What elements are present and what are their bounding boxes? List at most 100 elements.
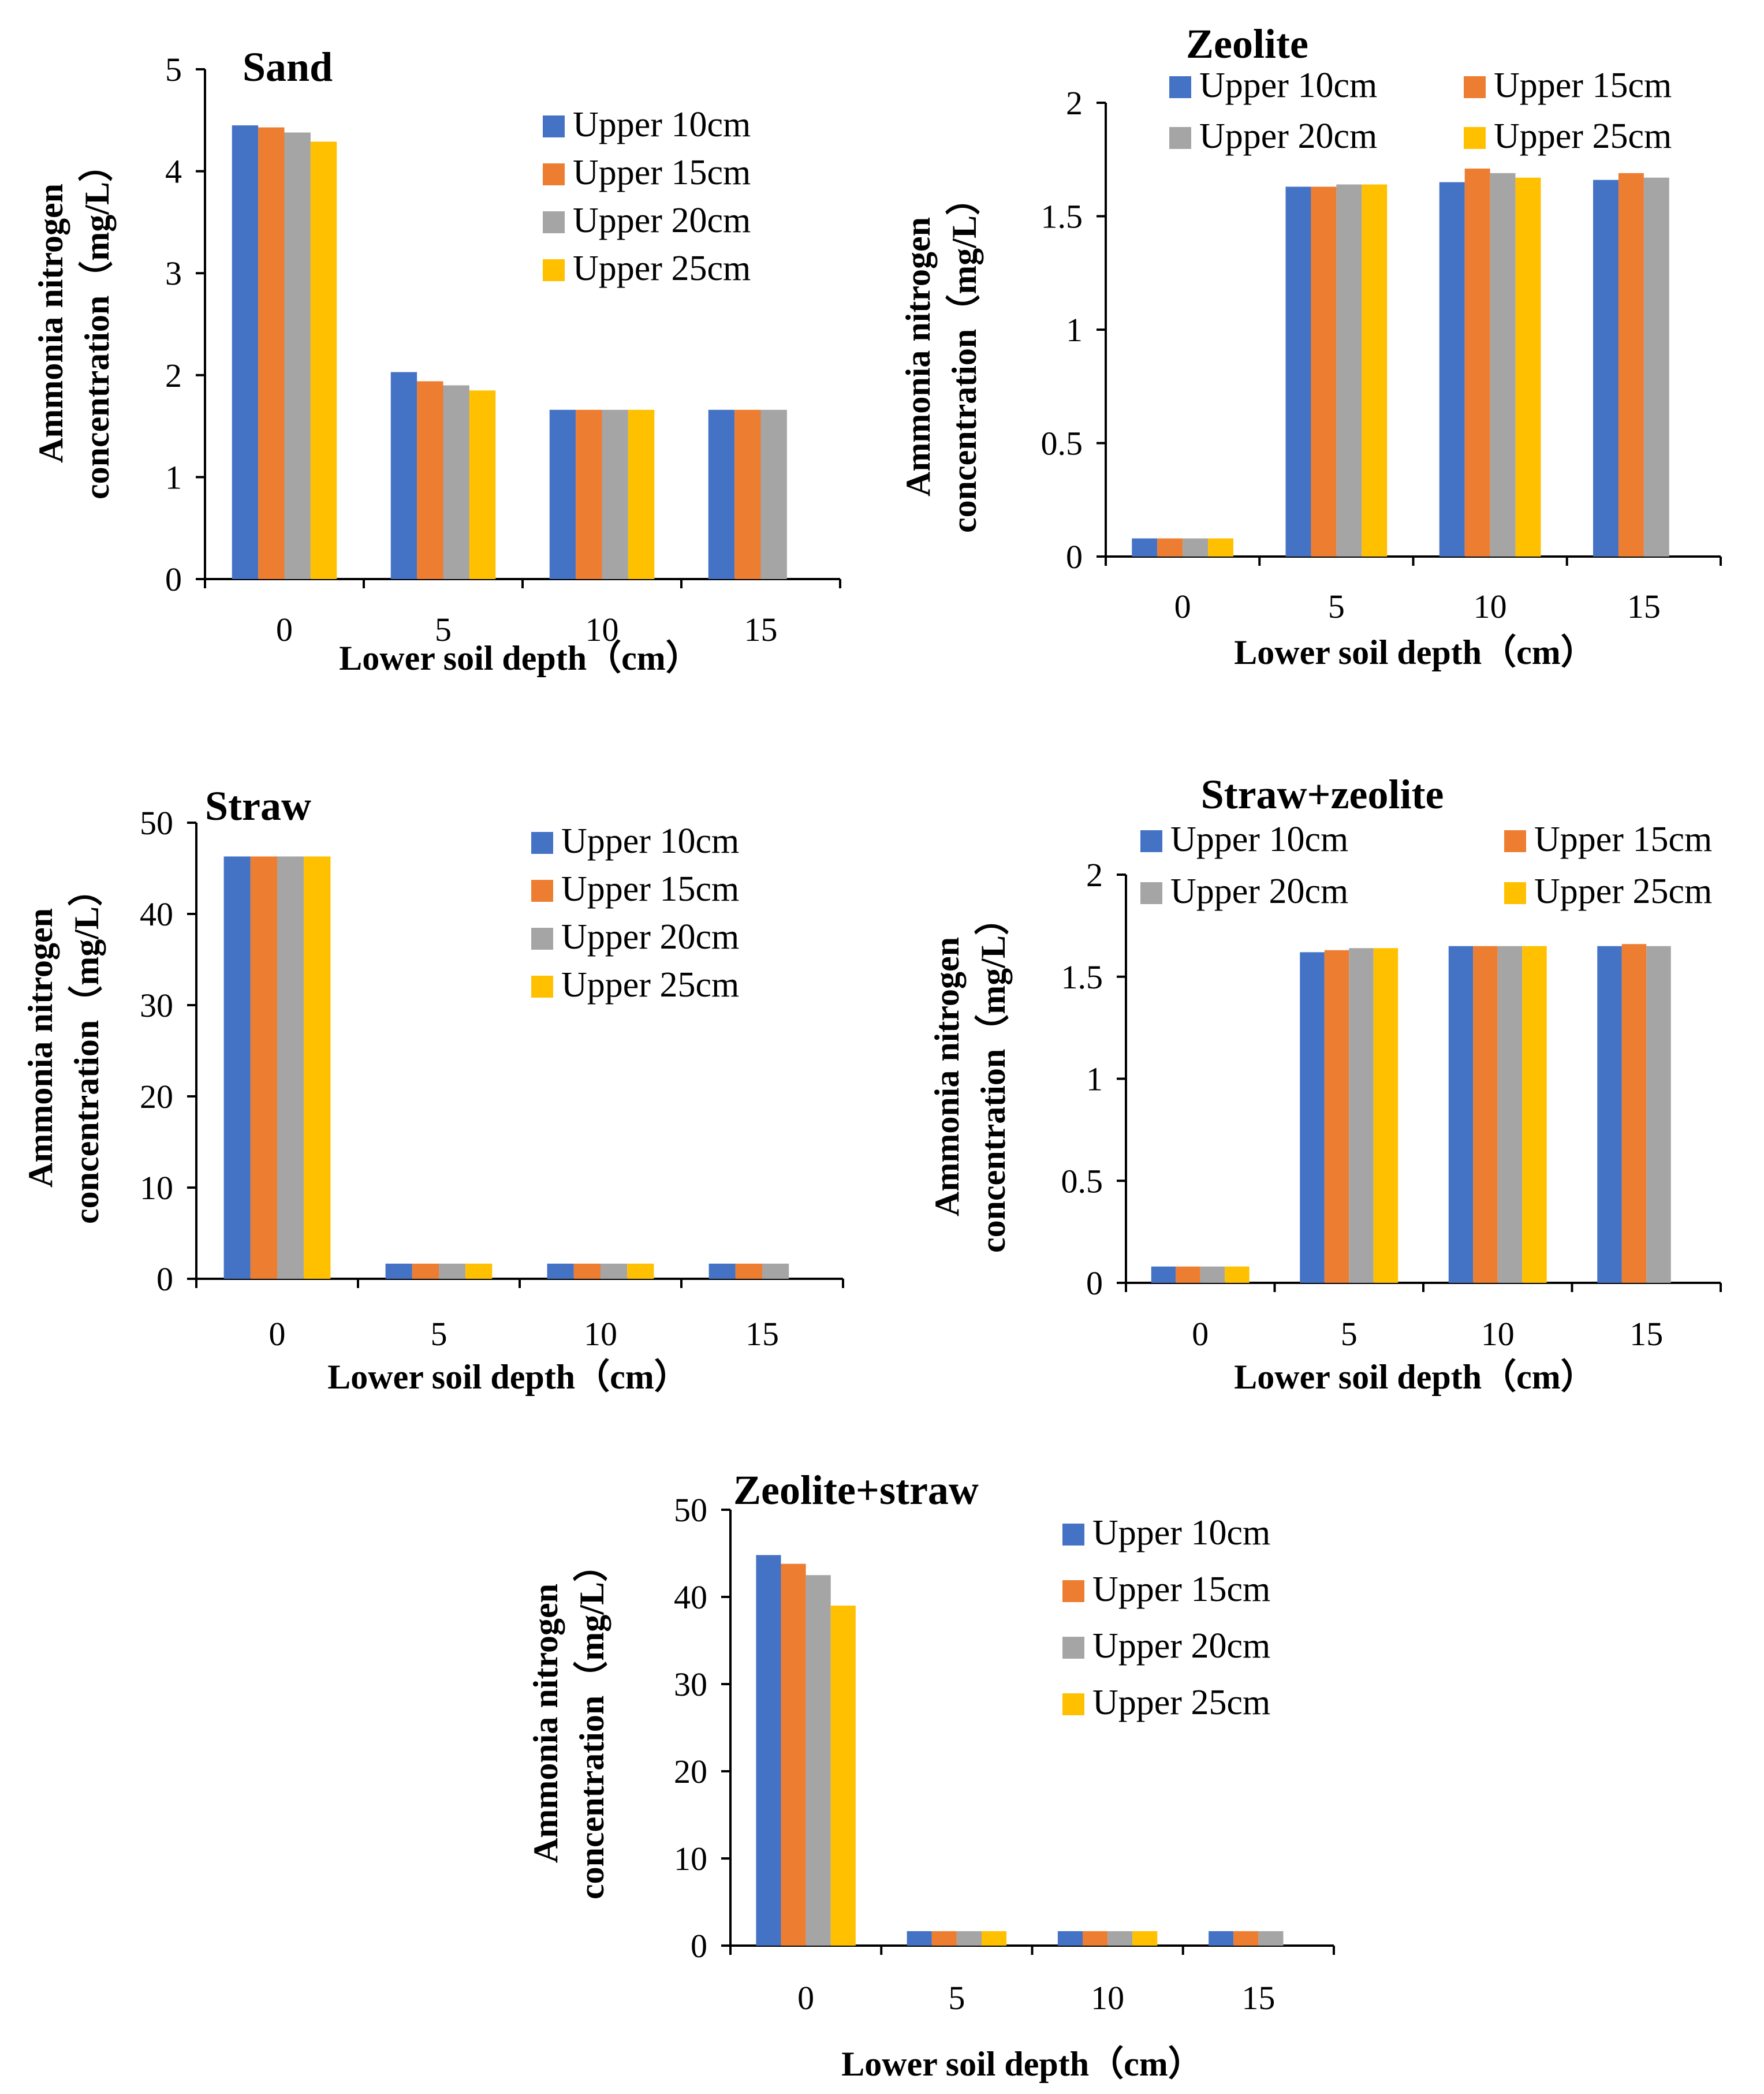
legend-label: Upper 20cm	[573, 201, 751, 240]
bar	[781, 1563, 806, 1946]
bar	[1597, 946, 1622, 1283]
legend-label: Upper 15cm	[573, 153, 751, 192]
bar	[602, 409, 628, 579]
x-axis-label: Lower soil depth（cm）	[1234, 633, 1595, 671]
bar	[1200, 1266, 1225, 1283]
x-tick-label: 10	[1091, 1979, 1124, 2017]
legend-label: Upper 10cm	[1170, 820, 1348, 859]
y-tick-label: 40	[674, 1578, 707, 1616]
bar	[1490, 173, 1516, 557]
y-tick-label: 20	[140, 1078, 173, 1115]
legend-swatch	[1504, 882, 1526, 904]
legend-swatch	[1464, 76, 1486, 98]
y-tick-label: 0.5	[1041, 425, 1083, 462]
y-axis-label: Ammonia nitrogen concentration（mg/L）	[32, 147, 116, 499]
x-tick-label: 15	[1241, 1979, 1275, 2017]
bar	[627, 1263, 654, 1279]
legend-label: Upper 20cm	[1170, 872, 1348, 911]
y-tick-label: 3	[165, 255, 182, 292]
y-axis-label-line1: Ammonia nitrogen	[527, 1584, 565, 1863]
bar	[1643, 177, 1669, 557]
y-axis-label-line2: concentration（mg/L）	[974, 901, 1012, 1253]
bar	[412, 1263, 439, 1279]
y-axis-label-line1: Ammonia nitrogen	[32, 184, 70, 463]
x-tick-label: 10	[1481, 1315, 1515, 1353]
x-tick-label: 0	[1174, 588, 1191, 625]
chart-panel-3: Straw 0 10 20 30 40 50 0 5 10 15 Ammonia nitrogen co…	[21, 783, 844, 1396]
y-tick-label: 0	[1086, 1264, 1103, 1302]
y-tick-label: 50	[674, 1491, 707, 1529]
legend-label: Upper 20cm	[1199, 117, 1377, 156]
legend-label: Upper 10cm	[573, 105, 751, 144]
legend-label: Upper 15cm	[561, 869, 739, 909]
bar	[981, 1931, 1007, 1946]
bar	[1057, 1931, 1083, 1946]
bar	[385, 1263, 412, 1279]
bar	[1646, 946, 1671, 1283]
x-tick-label: 10	[584, 1315, 617, 1353]
bar	[1311, 186, 1337, 557]
y-axis-label-line1: Ammonia nitrogen	[928, 937, 966, 1216]
bar	[1183, 538, 1209, 557]
legend-label: Upper 10cm	[561, 822, 739, 861]
y-tick-label: 0	[691, 1927, 707, 1965]
y-tick-label: 1	[165, 458, 182, 496]
x-tick-label: 15	[1629, 1315, 1663, 1353]
x-axis-label: Lower soil depth（cm）	[841, 2044, 1203, 2083]
y-tick-label: 2	[1066, 84, 1083, 122]
bar	[1448, 946, 1474, 1283]
y-tick-label: 1.5	[1061, 958, 1103, 996]
y-axis-label-line2: concentration（mg/L）	[77, 147, 116, 499]
y-tick-label: 1.5	[1041, 198, 1083, 236]
legend-label: Upper 20cm	[1092, 1626, 1270, 1666]
legend-swatch	[1464, 127, 1486, 149]
legend-swatch	[531, 976, 553, 998]
y-tick-label: 2	[1086, 856, 1103, 894]
legend-swatch	[1062, 1524, 1084, 1546]
bar	[1336, 184, 1362, 557]
legend-swatch	[1169, 127, 1191, 149]
bar	[1618, 173, 1644, 557]
bar	[250, 856, 277, 1279]
y-tick-label: 10	[674, 1840, 707, 1877]
y-axis-label-line2: concentration（mg/L）	[945, 181, 983, 533]
bar	[1522, 946, 1547, 1283]
y-axis-label-line1: Ammonia nitrogen	[899, 217, 937, 497]
bar	[1349, 948, 1374, 1283]
bar	[390, 372, 417, 579]
bar	[1300, 952, 1325, 1283]
y-tick-label: 0	[1066, 538, 1083, 576]
legend-swatch	[1140, 882, 1162, 904]
legend-swatch	[1504, 830, 1526, 852]
bar	[708, 409, 735, 579]
bar	[573, 1263, 601, 1279]
legend-swatch	[531, 928, 553, 950]
legend-swatch	[1169, 76, 1191, 98]
legend-label: Upper 20cm	[561, 917, 739, 957]
x-tick-label: 0	[797, 1979, 814, 2017]
y-tick-label: 4	[165, 153, 182, 191]
x-tick-label: 15	[1627, 588, 1661, 625]
x-axis-label: Lower soil depth（cm）	[339, 639, 700, 677]
y-tick-label: 0	[156, 1260, 173, 1298]
bar	[1439, 182, 1465, 557]
bar	[576, 409, 602, 579]
legend-label: Upper 25cm	[1092, 1683, 1270, 1722]
x-tick-label: 0	[269, 1315, 286, 1353]
y-tick-label: 30	[140, 987, 173, 1024]
bar	[956, 1931, 982, 1946]
bar	[1621, 944, 1647, 1283]
x-tick-label: 10	[585, 611, 619, 648]
x-axis-label: Lower soil depth（cm）	[1234, 1357, 1595, 1396]
y-tick-label: 50	[140, 804, 173, 842]
x-tick-label: 15	[745, 1315, 779, 1353]
legend-label: Upper 25cm	[573, 249, 751, 288]
bar	[284, 132, 311, 579]
bar	[547, 1263, 574, 1279]
x-tick-label: 5	[948, 1979, 965, 2017]
bar	[223, 856, 251, 1279]
legend: Upper 10cm Upper 15cm Upper 20cm Upper 25cm	[543, 105, 751, 288]
y-axis-label: Ammonia nitrogen concentration（mg/L）	[899, 181, 983, 533]
legend-label: Upper 25cm	[561, 965, 739, 1005]
y-axis-label: Ammonia nitrogen concentration（mg/L）	[21, 872, 106, 1224]
